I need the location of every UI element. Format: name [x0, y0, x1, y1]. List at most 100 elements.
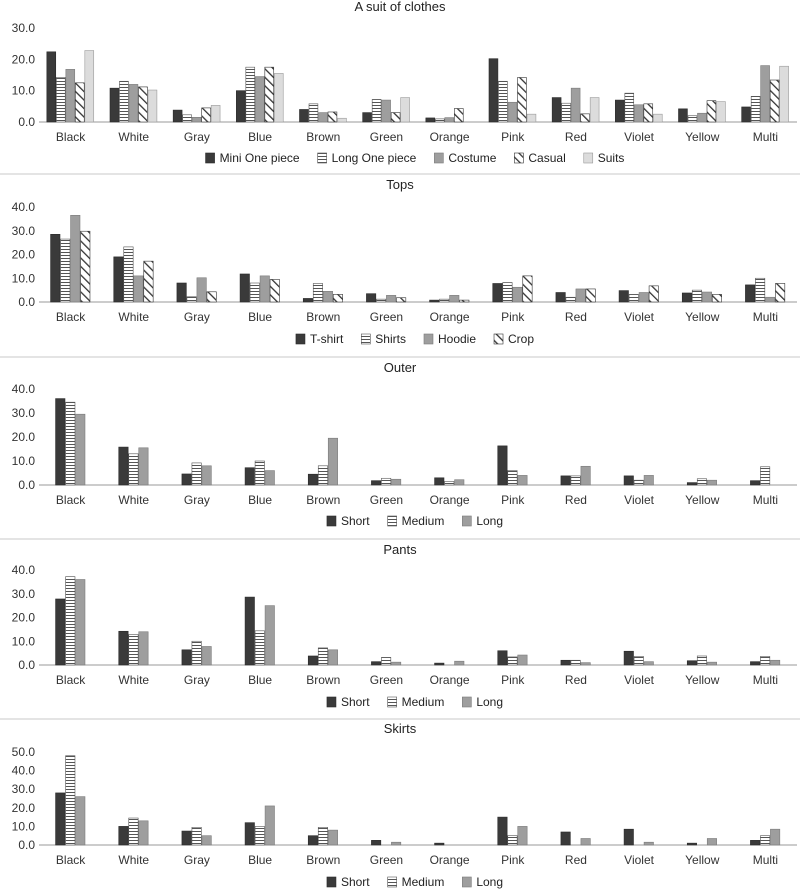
chart-panel-pants: Pants 0.0 10.0 20.0 30.0 40.0 Black White Gray Bl…	[0, 538, 800, 709]
bar-medium-multi	[760, 835, 771, 846]
legend-label: Shirts	[375, 332, 406, 346]
bar-shirts-white	[123, 246, 134, 303]
bar-hoodie-violet	[638, 292, 649, 303]
y-tick-label: 0.0	[18, 658, 35, 672]
x-category-label: Blue	[248, 130, 272, 144]
legend: Short Medium Long	[326, 875, 503, 889]
x-category-label: Violet	[624, 853, 654, 867]
bar-casual-gray	[201, 107, 211, 123]
bar-short-multi	[750, 661, 761, 666]
bar-medium-red	[570, 475, 581, 486]
x-category-label: Blue	[248, 673, 272, 687]
bar-mini-one-piece-white	[109, 87, 120, 123]
y-tick-label: 50.0	[12, 745, 36, 759]
legend-label: Medium	[402, 875, 445, 889]
x-category-label: Green	[370, 493, 403, 507]
x-category-label: Black	[56, 310, 86, 324]
x-category-label: Brown	[306, 310, 340, 324]
bar-long-one-piece-multi	[750, 96, 761, 123]
x-category-label: Green	[370, 673, 403, 687]
legend-swatch-crop	[493, 333, 504, 345]
bar-crop-multi	[775, 283, 786, 303]
bar-short-red	[560, 475, 571, 486]
x-category-label: Blue	[248, 853, 272, 867]
x-category-label: Brown	[306, 853, 340, 867]
bar-long-yellow	[706, 479, 717, 486]
legend-swatch-costume	[434, 152, 444, 164]
legend-label: Short	[341, 695, 370, 709]
bar-costume-multi	[760, 65, 770, 123]
bar-mini-one-piece-black	[46, 51, 57, 123]
x-category-label: Pink	[501, 853, 525, 867]
bar-shirts-yellow	[691, 289, 702, 303]
bar-long-gray	[201, 646, 212, 666]
bar-suits-red	[589, 97, 600, 123]
bar-shirts-blue	[249, 282, 260, 303]
bar-casual-multi	[769, 79, 780, 123]
bar-t-shirt-orange	[429, 299, 440, 303]
bar-long-one-piece-gray	[182, 114, 192, 123]
x-category-label: Pink	[501, 310, 525, 324]
legend-swatch-short	[326, 515, 337, 527]
bar-shirts-brown	[312, 283, 323, 303]
y-tick-label: 0.0	[18, 115, 35, 129]
bar-medium-white	[128, 634, 139, 666]
bar-casual-green	[390, 112, 401, 123]
chart-panel-tops: Tops 0.0 10.0 20.0 30.0 40.0 Black White Gray Blu…	[0, 173, 800, 346]
bar-long-one-piece-pink	[498, 80, 508, 123]
bar-short-multi	[750, 480, 761, 486]
bar-short-pink	[497, 650, 508, 666]
bar-hoodie-red	[575, 288, 586, 303]
x-category-label: Orange	[430, 673, 470, 687]
y-tick-label: 30.0	[12, 782, 36, 796]
bar-shirts-orange	[439, 298, 450, 303]
bar-crop-black	[80, 230, 91, 303]
bar-short-black	[55, 398, 66, 486]
bar-costume-red	[570, 87, 581, 123]
x-category-label: Red	[565, 130, 587, 144]
bar-short-red	[560, 659, 571, 666]
bar-casual-white	[138, 86, 148, 123]
bar-shirts-violet	[628, 294, 639, 303]
x-category-label: Multi	[753, 853, 778, 867]
bar-long-green	[391, 478, 402, 486]
bar-short-blue	[244, 822, 255, 846]
bar-t-shirt-red	[555, 292, 566, 303]
bar-long-brown	[327, 437, 338, 486]
bar-long-white	[138, 631, 149, 666]
bar-hoodie-orange	[449, 295, 460, 303]
x-category-label: Violet	[624, 130, 654, 144]
y-tick-label: 40.0	[12, 382, 36, 396]
bar-short-violet	[623, 475, 634, 486]
bar-long-green	[391, 841, 402, 846]
legend-label: Long One piece	[332, 151, 417, 165]
bar-long-brown	[327, 829, 338, 846]
bar-long-pink	[517, 475, 528, 486]
bar-short-brown	[307, 835, 318, 846]
legend-swatch-suits	[583, 152, 594, 164]
x-category-label: White	[118, 493, 149, 507]
bar-medium-blue	[254, 826, 265, 846]
bar-medium-violet	[633, 656, 644, 666]
bar-medium-gray	[191, 640, 202, 666]
bar-crop-white	[143, 260, 154, 303]
x-category-label: White	[118, 310, 149, 324]
bar-medium-green	[381, 657, 392, 666]
bar-crop-violet	[648, 285, 659, 303]
legend-swatch-short	[326, 696, 337, 708]
y-tick-label: 0.0	[18, 295, 35, 309]
y-tick-label: 30.0	[12, 224, 36, 238]
y-tick-label: 40.0	[12, 563, 36, 577]
bar-long-one-piece-yellow	[687, 115, 698, 123]
x-category-label: Blue	[248, 493, 272, 507]
bar-long-gray	[201, 835, 212, 846]
bar-short-green	[371, 661, 382, 666]
x-category-label: Yellow	[685, 493, 720, 507]
x-category-label: Violet	[624, 493, 654, 507]
bar-hoodie-gray	[196, 277, 207, 303]
x-category-label: Black	[56, 493, 86, 507]
y-tick-label: 20.0	[12, 52, 36, 66]
x-category-label: Green	[370, 310, 403, 324]
bar-short-green	[371, 840, 382, 846]
bar-hoodie-yellow	[701, 291, 712, 303]
